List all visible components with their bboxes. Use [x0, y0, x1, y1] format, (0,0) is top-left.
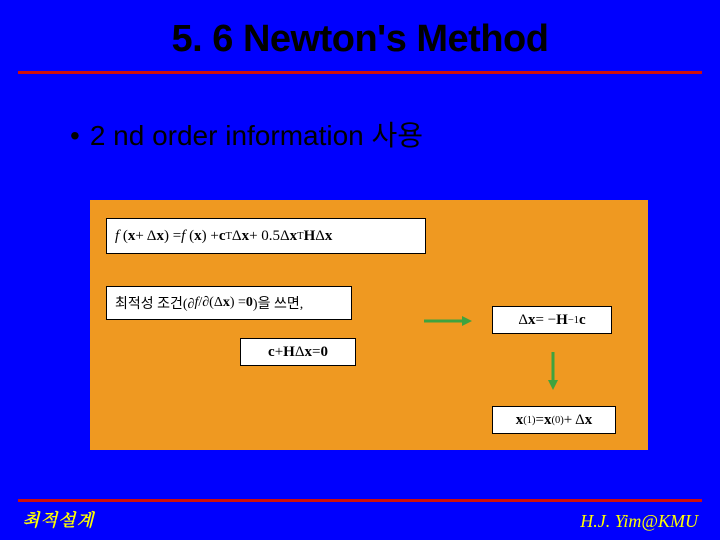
bullet-item: • 2 nd order information 사용: [70, 114, 720, 154]
eq-grad-zero: c + HΔx = 0: [240, 338, 356, 366]
title-text: 5. 6 Newton's Method: [172, 18, 549, 60]
footer: 최적설계 H.J. Yim@KMU: [0, 507, 720, 532]
footer-right: H.J. Yim@KMU: [580, 511, 698, 532]
title-rule: [18, 71, 702, 74]
eq-step: Δx = −H−1c: [492, 306, 612, 334]
eq-taylor: f (x + Δx) = f (x) + cTΔx + 0.5ΔxTHΔx: [106, 218, 426, 254]
arrow-right-icon: [422, 314, 472, 328]
bullet-dot: •: [70, 120, 80, 151]
eq-update: x(1) = x(0) + Δx: [492, 406, 616, 434]
arrow-down-icon: [546, 350, 560, 390]
footer-left: 최적설계: [22, 507, 94, 532]
eq-condition: 최적성 조건(∂f/∂(Δx) = 0)을 쓰면,: [106, 286, 352, 320]
slide-title: 5. 6 Newton's Method: [0, 0, 720, 71]
equation-panel: f (x + Δx) = f (x) + cTΔx + 0.5ΔxTHΔx 최적…: [90, 200, 648, 450]
bullet-text: 2 nd order information 사용: [90, 120, 423, 151]
footer-rule: [18, 499, 702, 502]
